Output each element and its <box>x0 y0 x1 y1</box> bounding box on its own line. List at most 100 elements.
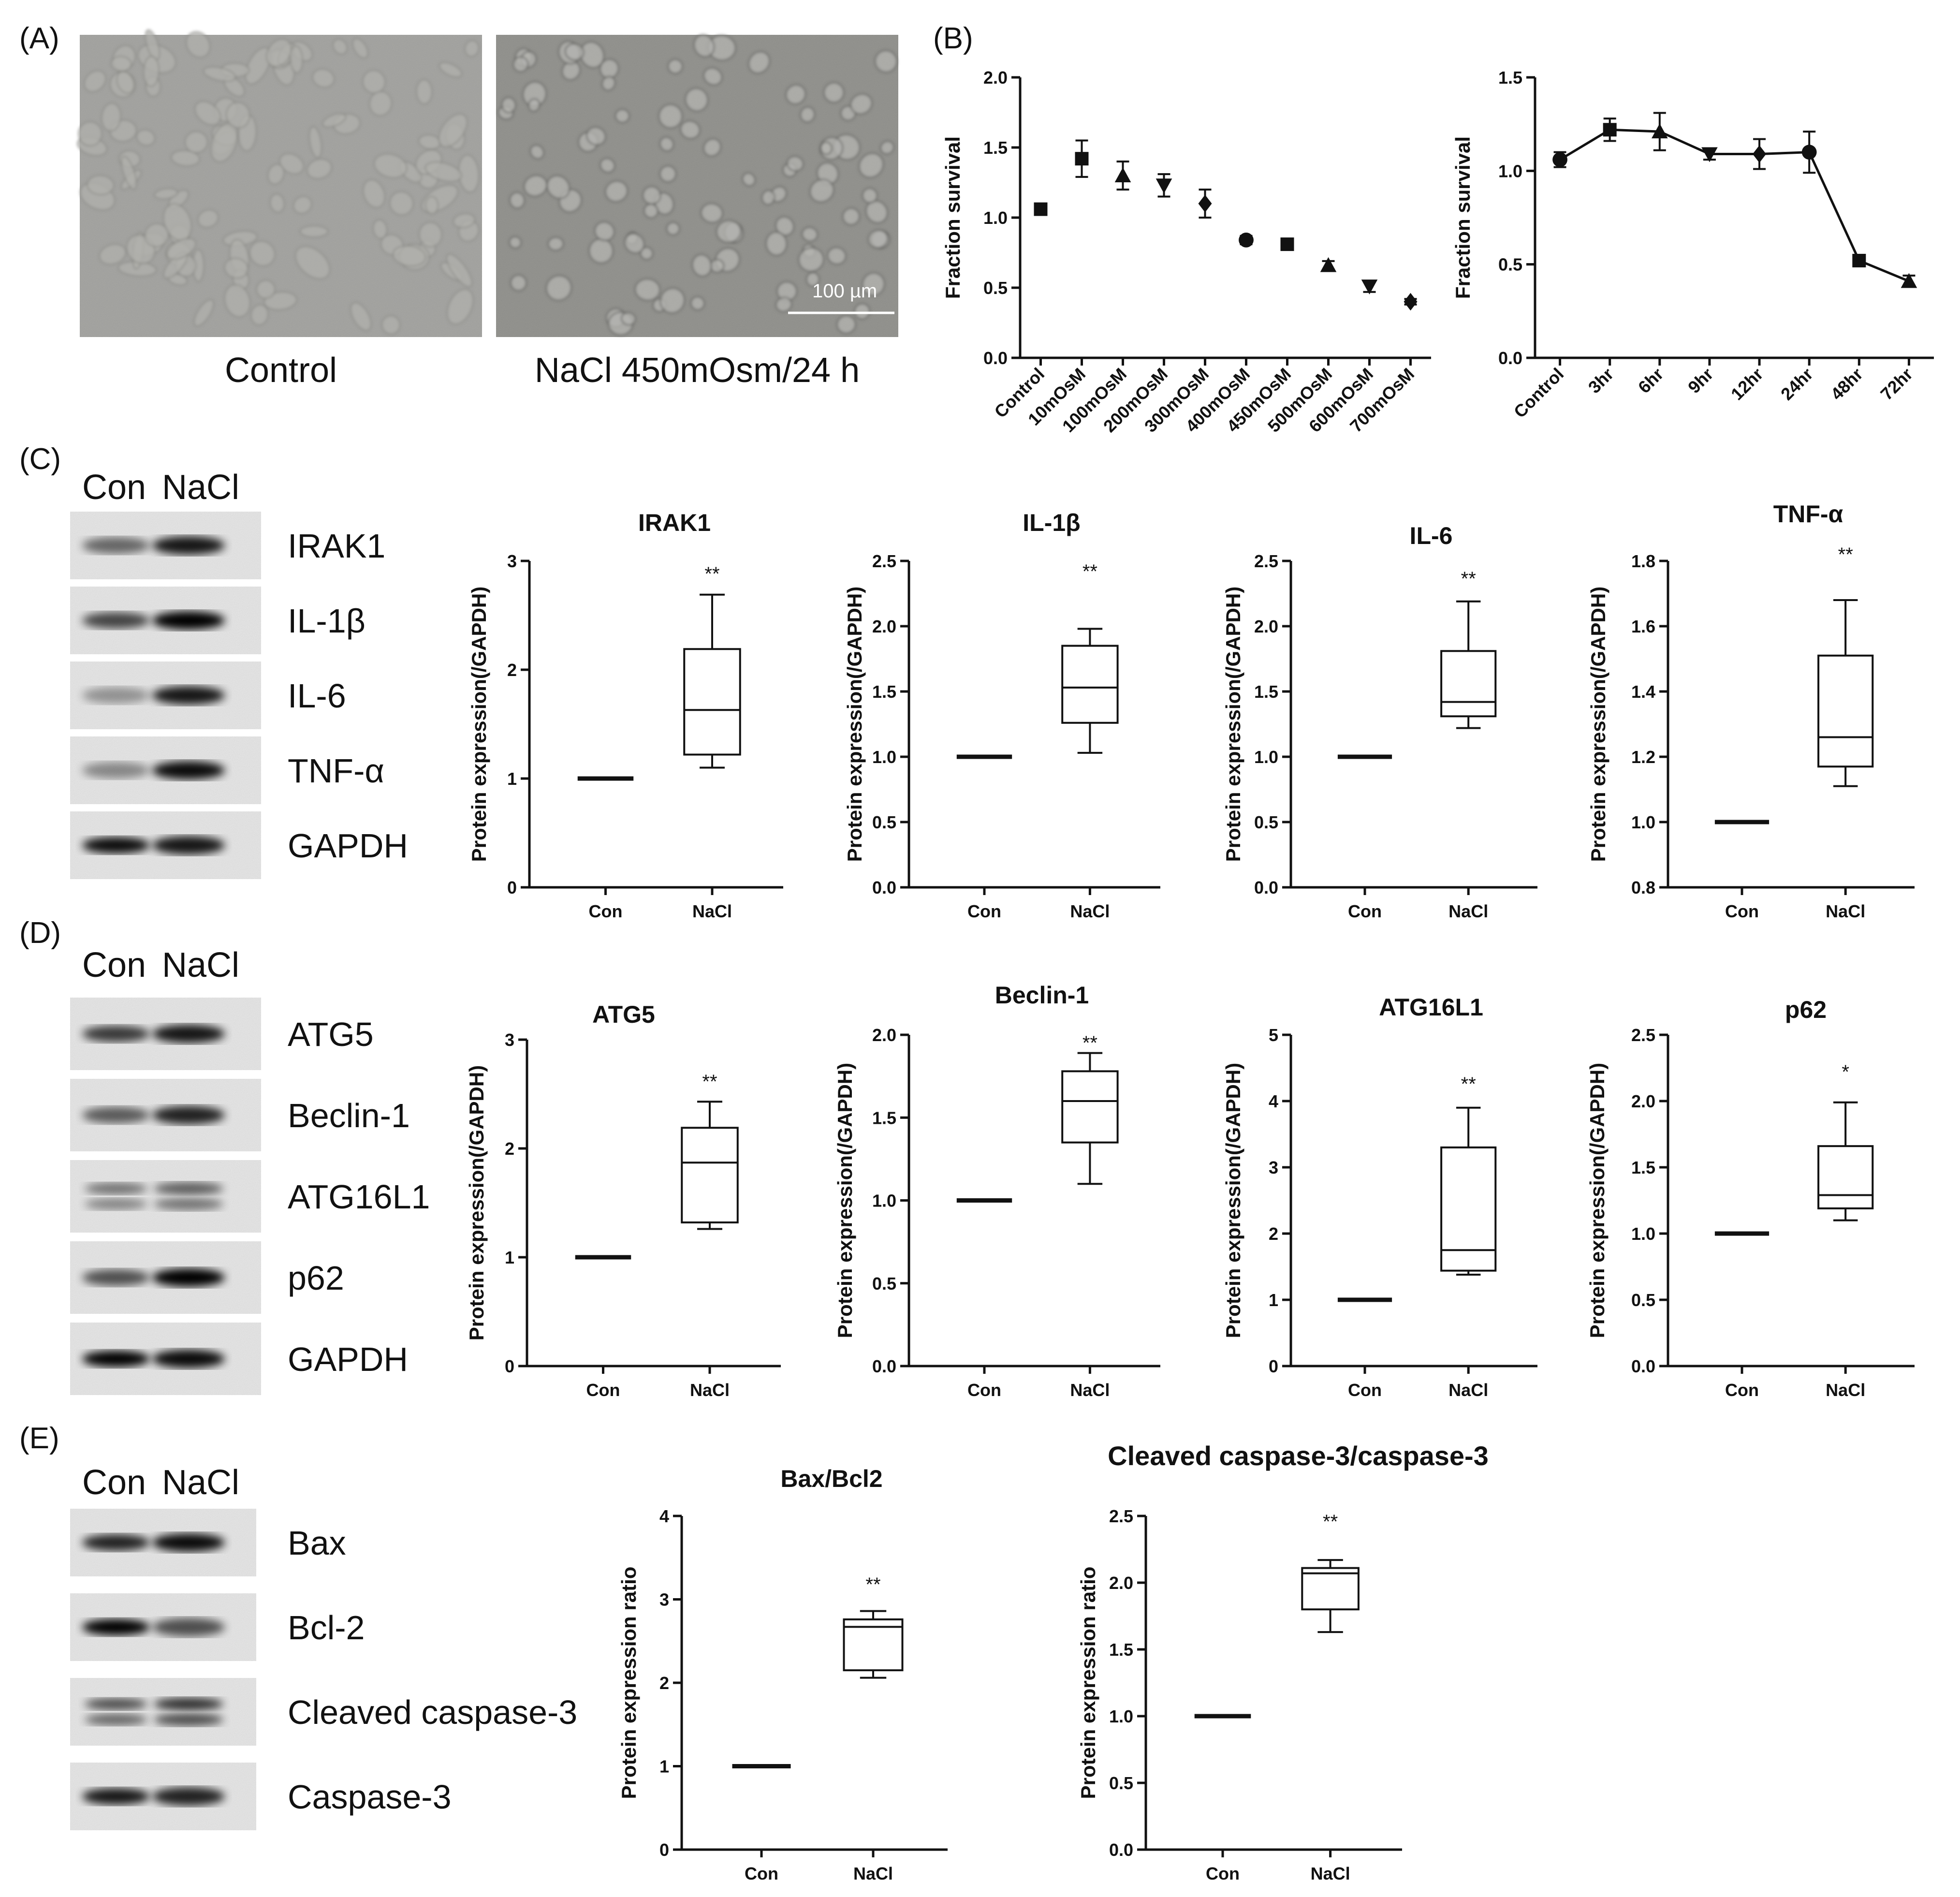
data-point <box>1198 194 1212 213</box>
box-chart-C4: 0.8 1.0 1.2 1.4 1.6 1.8 Protein expression(/GA… <box>1587 500 1915 921</box>
y-tick-label: 0.0 <box>872 878 896 897</box>
cell <box>312 68 335 88</box>
blot-strip <box>70 1678 256 1746</box>
x-tick-label: Con <box>1348 1380 1382 1400</box>
band-label: p62 <box>288 1259 344 1297</box>
significance-mark: ** <box>1461 1073 1476 1095</box>
y-tick-label: 2 <box>507 660 517 680</box>
cell <box>685 88 709 112</box>
y-tick-label: 0 <box>505 1356 514 1376</box>
band-label: GAPDH <box>288 1340 408 1378</box>
cell <box>604 180 629 203</box>
band-con <box>82 687 150 704</box>
x-tick-label: Con <box>967 1380 1001 1400</box>
band-con <box>82 762 150 779</box>
cell <box>742 172 756 187</box>
band-label: TNF-α <box>288 752 384 790</box>
blot-row <box>70 736 261 804</box>
y-axis-title: Fraction survival <box>1451 136 1474 299</box>
band-nacl <box>154 1713 223 1726</box>
cell <box>374 153 408 178</box>
y-tick-label: 1.0 <box>1109 1706 1133 1726</box>
cell <box>659 165 677 183</box>
y-tick-label: 0.5 <box>1498 255 1522 275</box>
cell <box>820 141 833 155</box>
data-point <box>1404 293 1418 311</box>
iqr-box <box>1817 1145 1874 1209</box>
y-tick-label: 0.5 <box>1109 1773 1133 1793</box>
cell <box>293 196 312 214</box>
lane-label-con: Con <box>82 946 146 985</box>
scale-bar-label: 100 µm <box>812 280 877 302</box>
cell <box>464 40 480 57</box>
data-point <box>1361 279 1378 294</box>
cell <box>546 175 570 199</box>
lane-label-nacl: NaCl <box>162 468 239 507</box>
x-tick-label: 6hr <box>1634 364 1667 397</box>
cell <box>121 156 137 190</box>
box-chart-D3: 0 1 2 3 4 5 Protein expression(/GAPDH) Con NaCl *… <box>1222 994 1537 1400</box>
band-label: Bax <box>288 1524 346 1562</box>
cell <box>203 66 236 82</box>
cell <box>290 45 303 74</box>
cell <box>416 79 433 104</box>
cell <box>447 289 474 325</box>
chart-title: Bax/Bcl2 <box>780 1465 882 1492</box>
data-point <box>1239 233 1254 248</box>
cell <box>193 299 214 327</box>
cell <box>299 225 329 238</box>
box-chart-C2: 0.0 0.5 1.0 1.5 2.0 2.5 Protein expression(/GA… <box>843 509 1160 921</box>
data-point <box>1075 152 1089 166</box>
cell <box>256 279 276 299</box>
band-nacl <box>152 1025 225 1043</box>
y-tick-label: 1.5 <box>1109 1640 1133 1660</box>
band-nacl <box>152 1787 225 1806</box>
cell <box>800 106 816 123</box>
band-nacl <box>152 1533 225 1552</box>
x-tick-label: NaCl <box>690 1380 730 1400</box>
cell <box>419 221 442 248</box>
band-nacl <box>152 1350 225 1368</box>
band-label: IRAK1 <box>288 527 385 565</box>
cell <box>510 274 527 292</box>
y-tick-label: 1.5 <box>872 682 896 702</box>
band-con <box>85 1698 147 1710</box>
chart-title: TNF-α <box>1773 500 1843 528</box>
chart-title: ATG5 <box>592 1001 655 1028</box>
y-tick-label: 1.5 <box>872 1108 896 1128</box>
y-axis-title: Protein expression(/GAPDH) <box>465 1065 488 1340</box>
cell <box>352 38 368 59</box>
western-blot-e: Con NaCl Bax Bcl-2 Cleaved caspase-3 Caspase-… <box>70 1463 577 1830</box>
iqr-box <box>1817 654 1874 768</box>
cell <box>501 97 516 114</box>
band-nacl <box>152 761 225 779</box>
cell <box>862 272 885 296</box>
cell <box>667 59 683 74</box>
cell <box>154 188 178 200</box>
cell <box>136 129 156 146</box>
cell <box>658 103 683 129</box>
y-tick-label: 1.8 <box>1631 551 1655 571</box>
cell <box>634 278 661 301</box>
chart-title: p62 <box>1785 996 1827 1023</box>
significance-mark: ** <box>1838 544 1853 565</box>
cell <box>372 219 388 239</box>
y-tick-label: 4 <box>1269 1091 1278 1111</box>
y-tick-label: 0.8 <box>1631 878 1655 897</box>
blot-row <box>70 1160 261 1233</box>
x-tick-label: 3hr <box>1584 364 1618 397</box>
cell <box>171 150 200 167</box>
series-line <box>1559 128 1910 282</box>
iqr-box <box>1061 645 1119 724</box>
x-tick-label: NaCl <box>1448 901 1488 921</box>
box-chart-E2: 0.0 0.5 1.0 1.5 2.0 2.5 Protein expression rat… <box>1077 1441 1489 1883</box>
significance-mark: ** <box>702 1071 717 1092</box>
band-label: Caspase-3 <box>288 1778 452 1816</box>
significance-mark: ** <box>1461 568 1476 589</box>
cell <box>786 155 804 172</box>
band-label: IL-6 <box>288 677 346 715</box>
band-con <box>82 1619 150 1635</box>
y-tick-label: 2 <box>1269 1224 1278 1244</box>
box-chart-E1: 0 1 2 3 4 Protein expression ratio Con NaCl ** Ba… <box>617 1465 948 1883</box>
